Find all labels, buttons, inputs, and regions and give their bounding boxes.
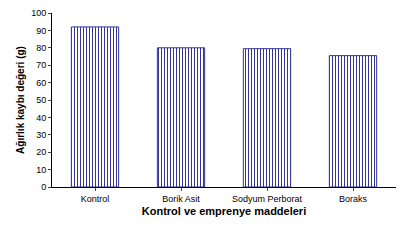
svg-text:Boraks: Boraks (339, 194, 368, 204)
svg-text:Kontrol ve emprenye maddeleri: Kontrol ve emprenye maddeleri (142, 205, 306, 217)
svg-text:90: 90 (36, 26, 46, 36)
svg-text:10: 10 (36, 165, 46, 175)
svg-text:Kontrol: Kontrol (81, 194, 110, 204)
svg-text:40: 40 (36, 113, 46, 123)
svg-text:0: 0 (41, 182, 46, 192)
svg-text:100: 100 (31, 8, 46, 18)
svg-text:30: 30 (36, 130, 46, 140)
svg-text:80: 80 (36, 43, 46, 53)
svg-text:Sodyum Perborat: Sodyum Perborat (232, 194, 303, 204)
svg-text:60: 60 (36, 78, 46, 88)
svg-text:50: 50 (36, 95, 46, 105)
svg-text:20: 20 (36, 147, 46, 157)
svg-text:70: 70 (36, 60, 46, 70)
svg-text:Borik Asit: Borik Asit (162, 194, 200, 204)
svg-text:Ağırlık kaybı değeri (g): Ağırlık kaybı değeri (g) (15, 46, 26, 154)
